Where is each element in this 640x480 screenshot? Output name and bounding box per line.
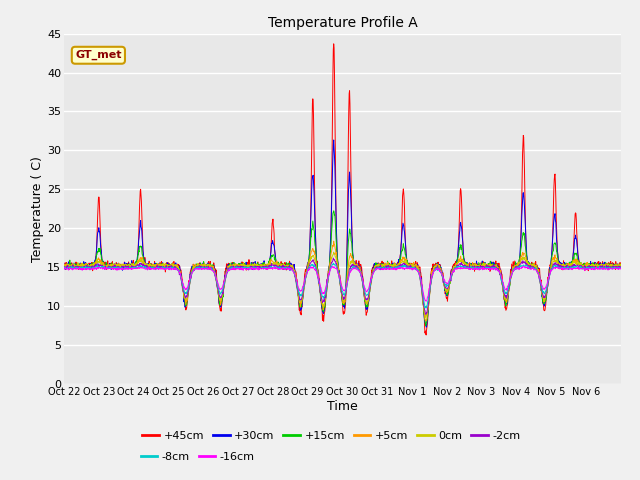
Y-axis label: Temperature ( C): Temperature ( C) bbox=[31, 156, 44, 262]
Title: Temperature Profile A: Temperature Profile A bbox=[268, 16, 417, 30]
Legend: -8cm, -16cm: -8cm, -16cm bbox=[136, 447, 259, 466]
Text: GT_met: GT_met bbox=[75, 50, 122, 60]
X-axis label: Time: Time bbox=[327, 399, 358, 412]
